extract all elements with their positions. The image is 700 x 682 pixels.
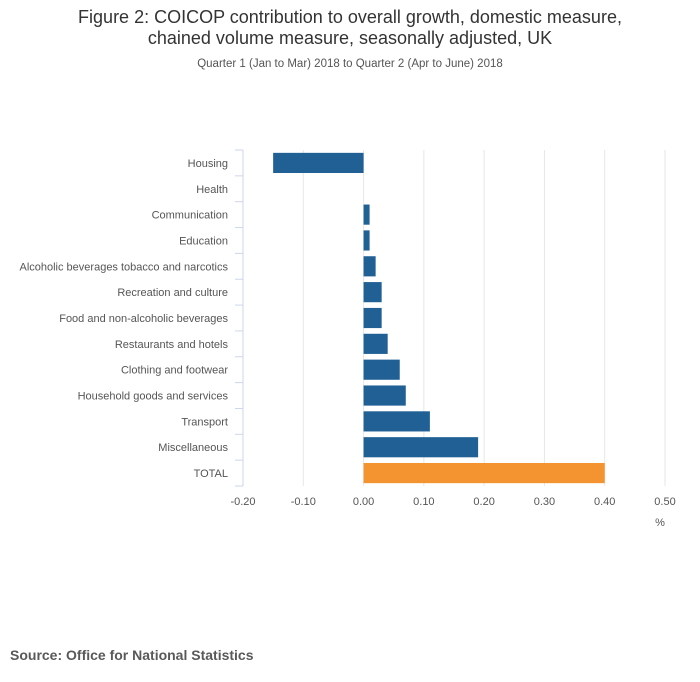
category-label: Recreation and culture <box>117 287 228 299</box>
bar <box>363 256 376 277</box>
category-label: Education <box>179 235 228 247</box>
bar <box>363 307 382 329</box>
source-note: Source: Office for National Statistics <box>10 647 254 663</box>
category-label: Communication <box>152 210 228 222</box>
x-tick-label: 0.40 <box>594 496 615 508</box>
chart-title: Figure 2: COICOP contribution to overall… <box>0 7 700 49</box>
bar <box>363 462 605 484</box>
chart-title-line-1: Figure 2: COICOP contribution to overall… <box>78 7 622 27</box>
bar <box>363 359 400 380</box>
chart-title-line-2: chained volume measure, seasonally adjus… <box>147 28 553 48</box>
x-tick-label: 0.50 <box>654 496 675 508</box>
bar <box>363 437 479 458</box>
x-tick-label: 0.10 <box>413 496 434 508</box>
category-label: Food and non-alcoholic beverages <box>59 313 228 325</box>
category-label: Transport <box>181 416 228 428</box>
x-axis-label: % <box>655 517 665 529</box>
category-label: Restaurants and hotels <box>115 339 229 351</box>
bar <box>363 230 370 251</box>
x-tick-label: 0.20 <box>473 496 494 508</box>
category-label: Alcoholic beverages tobacco and narcotic… <box>19 261 228 273</box>
x-tick-label: 0.00 <box>353 496 374 508</box>
x-tick-label: 0.30 <box>534 496 555 508</box>
bar <box>273 152 364 174</box>
bar <box>363 204 370 225</box>
category-label: Miscellaneous <box>158 442 228 454</box>
category-label: Health <box>196 184 228 196</box>
category-label: Clothing and footwear <box>121 365 228 377</box>
bar <box>363 411 430 432</box>
category-label: Housing <box>188 158 228 170</box>
bar <box>363 333 388 354</box>
x-tick-label: -0.20 <box>230 496 255 508</box>
category-label: Household goods and services <box>78 391 229 403</box>
chart-subtitle: Quarter 1 (Jan to Mar) 2018 to Quarter 2… <box>197 58 503 70</box>
x-tick-label: -0.10 <box>291 496 316 508</box>
bar <box>363 385 406 406</box>
bar <box>363 282 382 303</box>
category-label: TOTAL <box>194 468 228 480</box>
